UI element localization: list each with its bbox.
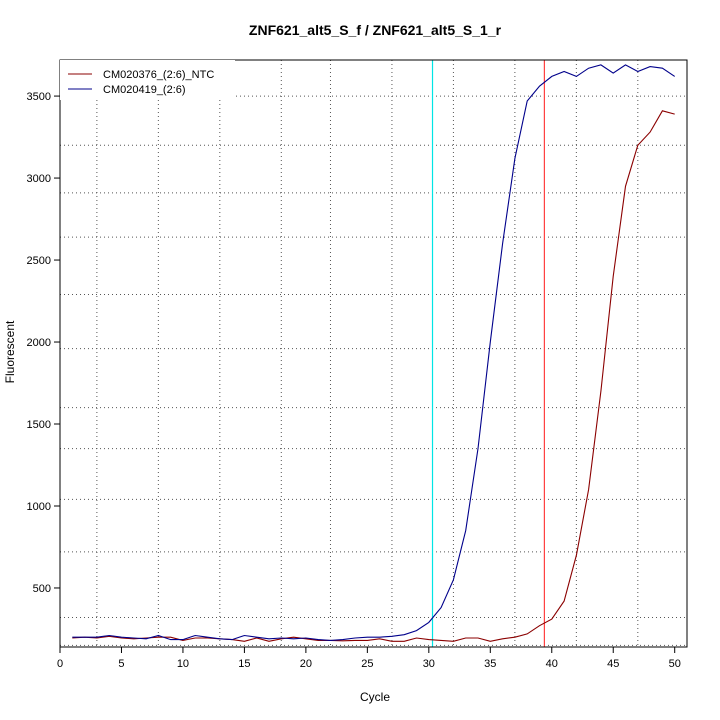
y-tick-label: 3500 [27,91,51,103]
legend-box [60,60,235,100]
x-tick-label: 40 [546,658,558,670]
series-line-1 [72,110,675,642]
chart-title: ZNF621_alt5_S_f / ZNF621_alt5_S_1_r [249,22,502,38]
x-tick-label: 25 [361,658,373,670]
legend: CM020376_(2:6)_NTC CM020419_(2:6) [60,60,235,100]
y-tick-label: 2000 [27,337,51,349]
x-tick-label: 50 [669,658,681,670]
y-tick-label: 2500 [27,255,51,267]
x-tick-label: 0 [57,658,63,670]
y-tick-label: 1500 [27,419,51,431]
legend-label-1: CM020376_(2:6)_NTC [103,69,214,81]
series-lines [72,64,676,642]
x-tick-label: 5 [118,658,124,670]
threshold-lines [431,60,545,647]
y-axis-label: Fluorescent [3,320,17,383]
x-tick-label: 35 [484,658,496,670]
series-line-2 [72,64,676,641]
x-tick-label: 10 [177,658,189,670]
axes: 0 5 10 15 20 25 30 35 40 45 50 500 1000 1500 2000 2500 3… [27,91,681,670]
x-tick-label: 15 [238,658,250,670]
y-tick-label: 1000 [27,501,51,513]
x-axis-label: Cycle [360,690,390,704]
x-tick-label: 20 [300,658,312,670]
y-tick-label: 500 [33,583,51,595]
x-tick-label: 30 [423,658,435,670]
y-tick-label: 3000 [27,173,51,185]
plot-frame [59,59,688,648]
legend-label-2: CM020419_(2:6) [103,84,186,96]
grid-lines [60,60,687,647]
x-tick-label: 45 [607,658,619,670]
